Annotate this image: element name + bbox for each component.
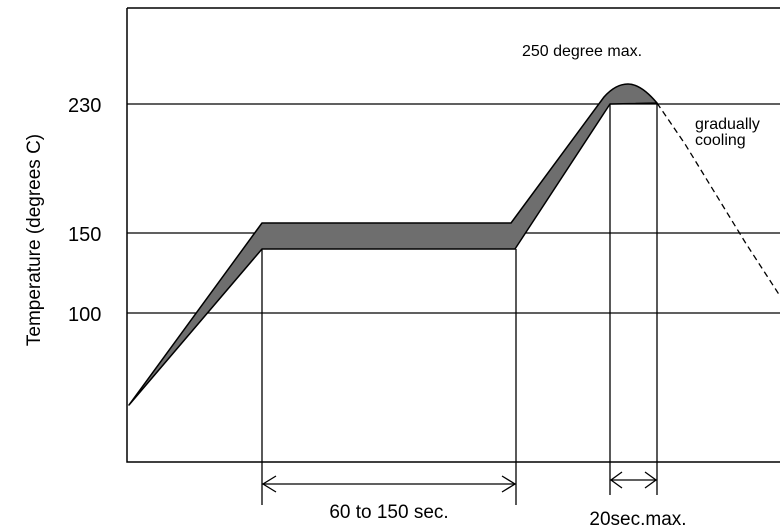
peak-temperature-label: 250 degree max. <box>522 43 642 60</box>
peak-duration-label: 20sec.max. <box>589 509 686 530</box>
temperature-band <box>128 83 658 406</box>
cooling-label-line2: cooling <box>695 132 746 149</box>
cooling-label-line1: gradually <box>695 116 760 133</box>
ytick-label-100: 100 <box>68 304 101 326</box>
peak-duration-arrow <box>609 471 658 489</box>
y-axis-title: Temperature (degrees C) <box>24 134 45 346</box>
preheat-duration-arrow <box>261 475 517 493</box>
preheat-duration-label: 60 to 150 sec. <box>329 502 448 523</box>
ytick-label-230: 230 <box>68 95 101 117</box>
plot-frame <box>126 7 780 463</box>
cooling-line <box>656 102 780 297</box>
ytick-label-150: 150 <box>68 224 101 246</box>
